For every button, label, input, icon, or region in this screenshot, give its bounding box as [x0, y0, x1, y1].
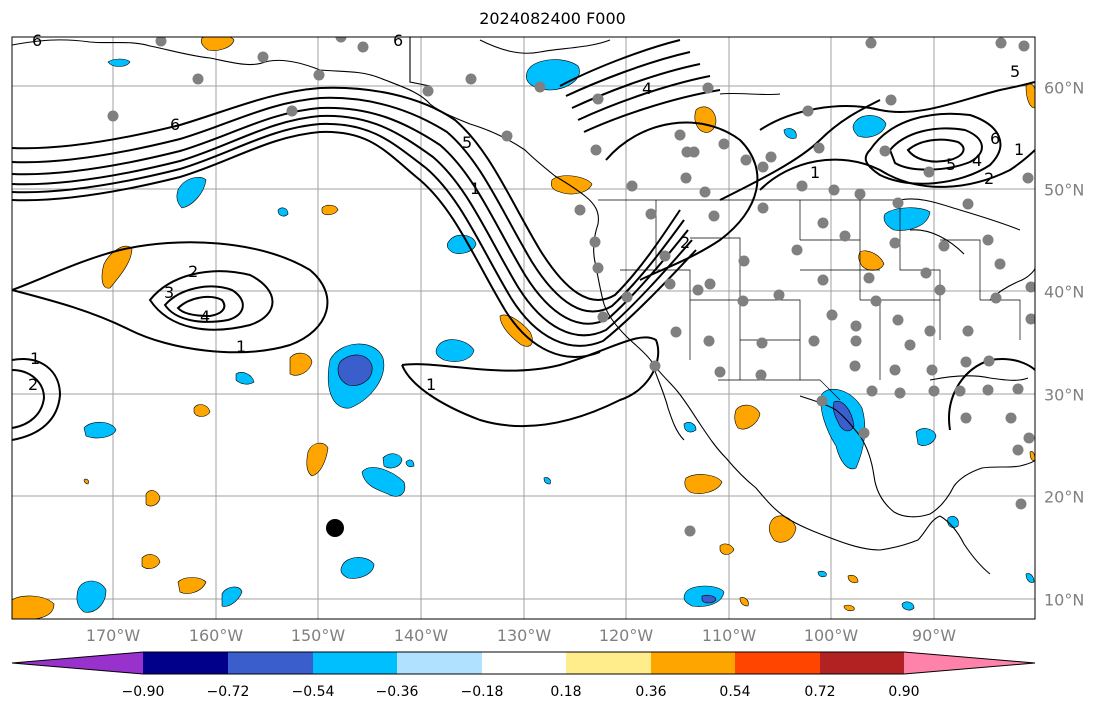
- lon-label: 160°W: [188, 626, 244, 645]
- colorbar-tick: 0.72: [804, 684, 836, 700]
- colorbar-tick: −0.90: [121, 684, 165, 700]
- colorbar-tick: −0.54: [291, 684, 335, 700]
- colorbar-tick: −0.36: [375, 684, 419, 700]
- contour-label: 5: [1010, 62, 1020, 81]
- lon-label: 150°W: [290, 626, 346, 645]
- contour-label: 6: [393, 31, 403, 50]
- colorbar-tick: 0.90: [888, 684, 920, 700]
- lon-label: 90°W: [911, 626, 957, 645]
- lat-label: 10°N: [1044, 590, 1085, 610]
- colorbar-extend-max: [904, 652, 1035, 674]
- lon-label: 120°W: [598, 626, 654, 645]
- contour-label: 2: [28, 375, 38, 394]
- state-borders: [598, 199, 1021, 401]
- contours: [12, 39, 1035, 441]
- colorbar-tick: 0.36: [635, 684, 667, 700]
- contour-label: 1: [810, 163, 820, 182]
- lat-label: 60°N: [1044, 78, 1085, 98]
- lat-label: 30°N: [1044, 385, 1085, 405]
- lat-label: 40°N: [1044, 282, 1085, 302]
- contour-label-layer: 6 6 6 5 4 2 1 1 2 3 4 1 1 2 1 4 5 6 5 4 …: [28, 31, 1024, 394]
- colorbar-tick: −0.72: [206, 684, 250, 700]
- contour-label: 1: [236, 337, 246, 356]
- map-title: 2024082400 F000: [479, 9, 626, 28]
- contour-label: 1: [1014, 140, 1024, 159]
- contour-label: 2: [188, 262, 198, 281]
- colorbar-tick: −0.18: [460, 684, 504, 700]
- lon-label: 100°W: [803, 626, 859, 645]
- map-frame: [11, 36, 1036, 620]
- lat-label: 50°N: [1044, 180, 1085, 200]
- colorbar-tick: 0.18: [550, 684, 582, 700]
- contour-label: 5: [946, 155, 956, 174]
- lat-label: 20°N: [1044, 487, 1085, 507]
- anomaly-shading: [12, 37, 1035, 619]
- contour-label: 2: [680, 233, 690, 252]
- contour-label: 4: [642, 79, 652, 98]
- colorbar: [11, 651, 1036, 675]
- contour-label: 3: [164, 283, 174, 302]
- contour-label: 4: [972, 151, 982, 170]
- colorbar-extend-min: [12, 652, 143, 674]
- contour-label: 1: [426, 375, 436, 394]
- contour-label: 1: [30, 349, 40, 368]
- contour-label: 6: [990, 129, 1000, 148]
- contour-label: 6: [32, 31, 42, 50]
- colorbar-tick: 0.54: [719, 684, 751, 700]
- contour-label: 4: [200, 307, 210, 326]
- lon-label: 130°W: [496, 626, 552, 645]
- contour-label: 1: [470, 179, 480, 198]
- lon-label: 110°W: [701, 626, 757, 645]
- lon-label: 170°W: [85, 626, 141, 645]
- station-markers: [107, 37, 1035, 537]
- contour-label: 5: [462, 133, 472, 152]
- contour-label: 6: [170, 115, 180, 134]
- contour-label: 2: [984, 169, 994, 188]
- black-marker: [326, 519, 344, 537]
- lon-label: 140°W: [393, 626, 449, 645]
